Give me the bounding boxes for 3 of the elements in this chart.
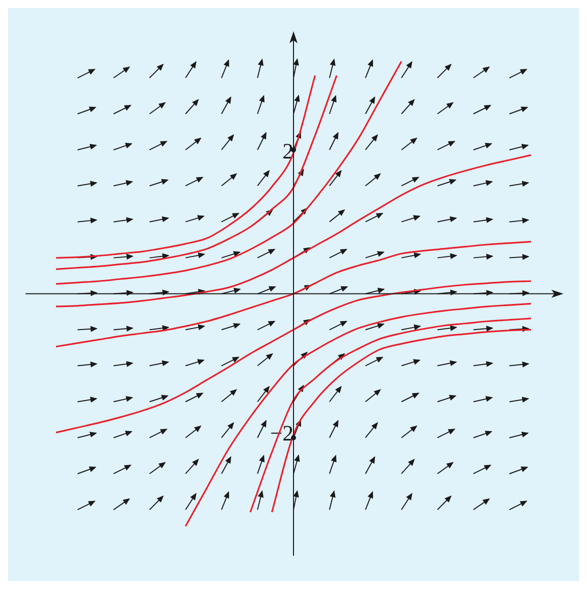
line-series <box>184 302 532 528</box>
line-series <box>55 240 532 348</box>
line-series <box>55 60 402 285</box>
